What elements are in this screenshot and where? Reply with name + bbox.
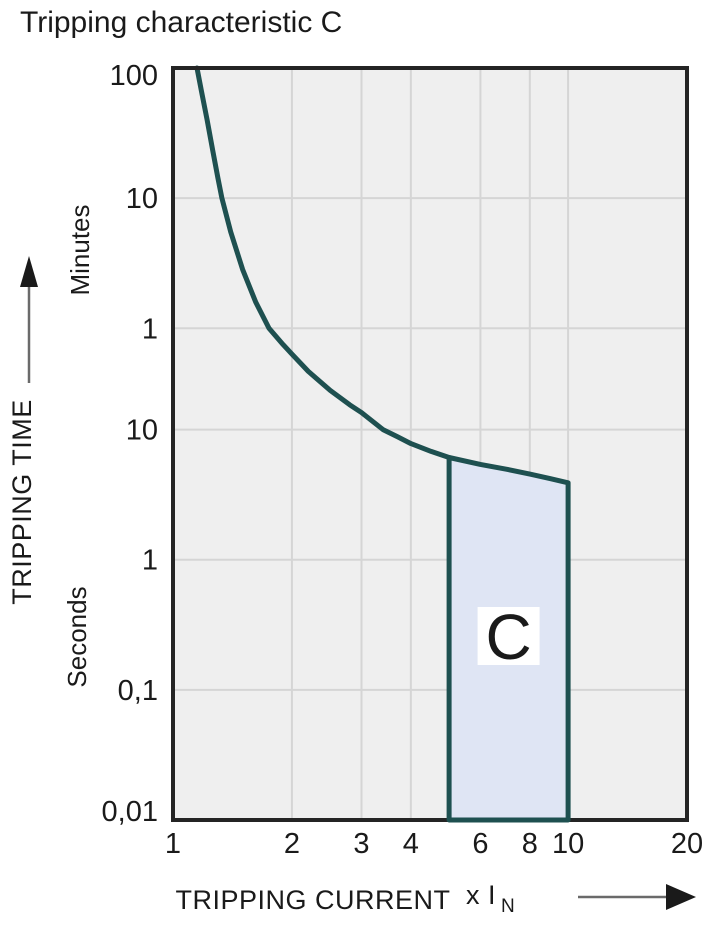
up-arrow-icon: [20, 256, 38, 383]
region-label: C: [485, 601, 531, 673]
x-axis-multiplier-subscript: N: [501, 896, 515, 917]
y-tick-label: 0,1: [118, 675, 158, 707]
x-tick-label: 4: [403, 828, 419, 860]
y-unit-minutes: Minutes: [65, 204, 95, 295]
x-tick-label: 10: [552, 828, 584, 860]
x-tick-label: 1: [165, 828, 181, 860]
y-tick-label: 1: [142, 313, 158, 345]
y-unit-seconds: Seconds: [62, 586, 92, 687]
x-tick-label: 3: [353, 828, 369, 860]
y-tick-label: 10: [126, 183, 158, 215]
plot-border: [171, 66, 689, 822]
y-tick-label: 0,01: [102, 796, 158, 828]
plot-background: [173, 68, 687, 820]
region-label-box: [477, 607, 540, 665]
x-tick-label: 2: [284, 828, 300, 860]
x-tick-label: 20: [671, 828, 703, 860]
x-tick-label: 6: [472, 828, 488, 860]
tripping-curve: [194, 65, 452, 460]
y-tick-label: 1: [142, 545, 158, 577]
right-arrow-icon: [578, 884, 696, 910]
plot-layer: C 1 2 3 4 6 8 10 20 100 10 1 10 1 0,1 0,01: [102, 60, 704, 860]
x-tick-label: 8: [522, 828, 538, 860]
x-axis-multiplier: x I: [466, 880, 496, 910]
figure-title: Tripping characteristic C: [20, 6, 343, 39]
y-axis-title: TRIPPING TIME: [7, 399, 37, 605]
y-tick-label: 10: [126, 415, 158, 447]
x-axis-title: TRIPPING CURRENT: [175, 885, 450, 915]
y-tick-label: 100: [110, 60, 158, 92]
